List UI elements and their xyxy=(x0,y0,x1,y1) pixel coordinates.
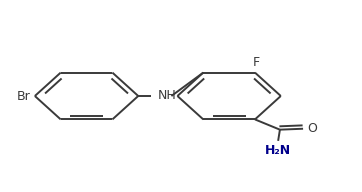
Text: F: F xyxy=(253,56,260,69)
Text: NH: NH xyxy=(158,89,177,102)
Text: H₂N: H₂N xyxy=(265,144,291,157)
Text: O: O xyxy=(307,122,317,135)
Text: Br: Br xyxy=(17,89,30,103)
